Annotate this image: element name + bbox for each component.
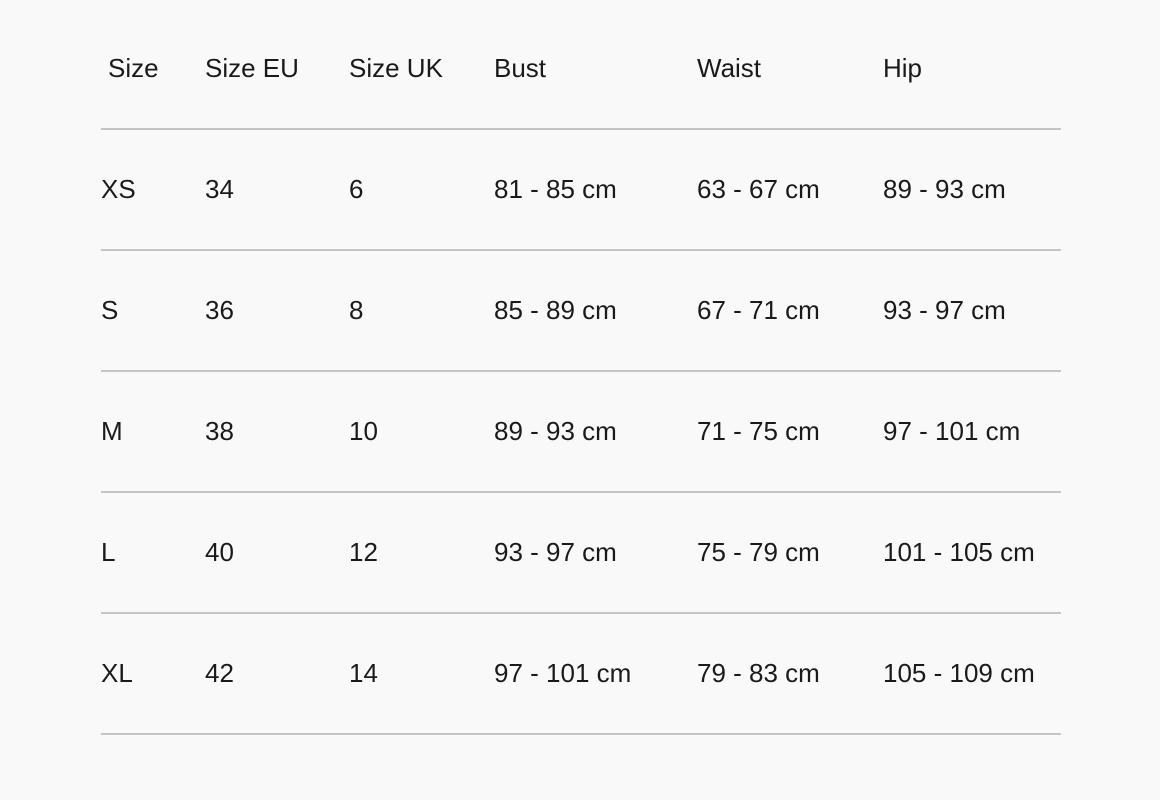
table-cell: 71 - 75 cm: [697, 371, 883, 493]
table-cell: 105 - 109 cm: [883, 613, 1061, 735]
column-header: Size: [101, 9, 205, 130]
table-cell: 12: [349, 492, 494, 614]
table-cell: 81 - 85 cm: [494, 129, 697, 251]
table-cell: 79 - 83 cm: [697, 613, 883, 735]
table-cell: 8: [349, 250, 494, 372]
table-row: XL 42 14 97 - 101 cm 79 - 83 cm 105 - 109 cm: [101, 613, 1061, 735]
table-cell: 10: [349, 371, 494, 493]
table-cell: 93 - 97 cm: [883, 250, 1061, 372]
table-cell: 14: [349, 613, 494, 735]
column-header: Waist: [697, 9, 883, 130]
table-row: XS 34 6 81 - 85 cm 63 - 67 cm 89 - 93 cm: [101, 129, 1061, 251]
table-cell: 93 - 97 cm: [494, 492, 697, 614]
size-chart-table: Size Size EU Size UK Bust Waist Hip XS 34 6 81 -…: [101, 9, 1061, 735]
table-row: S 36 8 85 - 89 cm 67 - 71 cm 93 - 97 cm: [101, 250, 1061, 372]
column-header: Size UK: [349, 9, 494, 130]
table-cell: 67 - 71 cm: [697, 250, 883, 372]
column-header: Size EU: [205, 9, 349, 130]
table-cell: 40: [205, 492, 349, 614]
table-cell: 63 - 67 cm: [697, 129, 883, 251]
table-cell: 97 - 101 cm: [494, 613, 697, 735]
table-cell: 89 - 93 cm: [883, 129, 1061, 251]
table-cell: 89 - 93 cm: [494, 371, 697, 493]
header-row: Size Size EU Size UK Bust Waist Hip: [101, 9, 1061, 130]
table-cell: XS: [101, 129, 205, 251]
table-row: M 38 10 89 - 93 cm 71 - 75 cm 97 - 101 cm: [101, 371, 1061, 493]
table-cell: 85 - 89 cm: [494, 250, 697, 372]
column-header: Bust: [494, 9, 697, 130]
table-cell: 42: [205, 613, 349, 735]
table-cell: XL: [101, 613, 205, 735]
column-header: Hip: [883, 9, 1061, 130]
table-cell: 97 - 101 cm: [883, 371, 1061, 493]
table-cell: 36: [205, 250, 349, 372]
table-cell: 38: [205, 371, 349, 493]
table-cell: 75 - 79 cm: [697, 492, 883, 614]
table-cell: L: [101, 492, 205, 614]
table-cell: 101 - 105 cm: [883, 492, 1061, 614]
table-row: L 40 12 93 - 97 cm 75 - 79 cm 101 - 105 cm: [101, 492, 1061, 614]
table-cell: S: [101, 250, 205, 372]
table-cell: 6: [349, 129, 494, 251]
table-cell: M: [101, 371, 205, 493]
table-cell: 34: [205, 129, 349, 251]
